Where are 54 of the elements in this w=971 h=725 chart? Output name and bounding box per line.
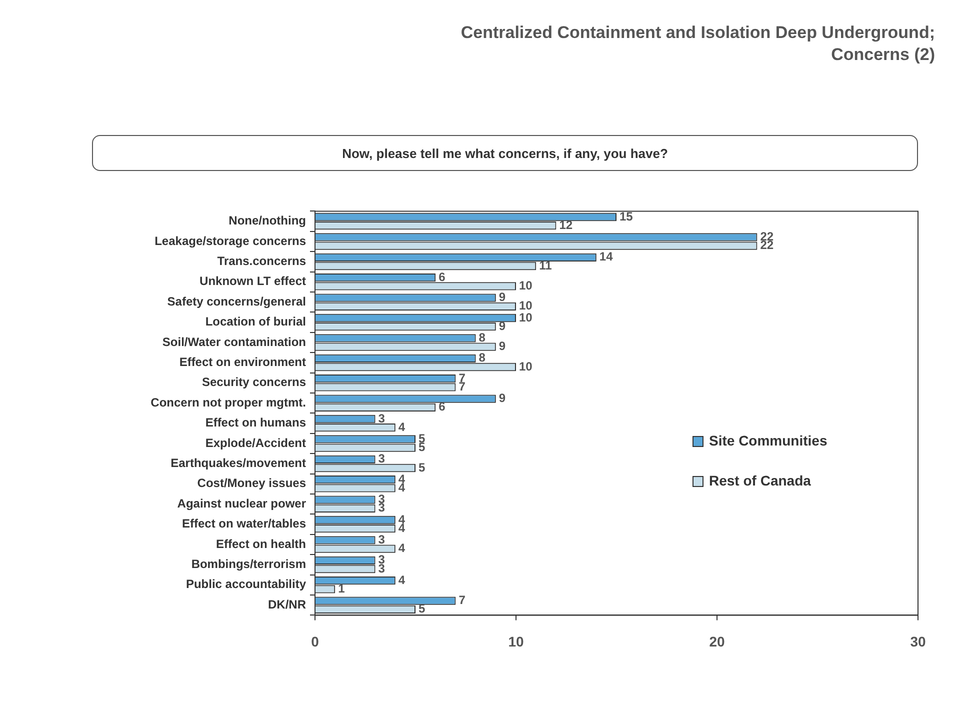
x-tick-label: 20 [709, 633, 725, 650]
data-label: 9 [498, 318, 506, 333]
data-label: 10 [519, 298, 533, 313]
data-label: 6 [438, 270, 446, 284]
data-label: 1 [338, 582, 346, 596]
data-label: 11 [539, 258, 552, 272]
y-tick-label: Bombings/terrorism [191, 557, 306, 572]
y-tick-label: Location of burial [205, 314, 306, 329]
data-label: 7 [458, 593, 466, 608]
y-tick-label: None/nothing [228, 214, 306, 228]
data-label: 8 [478, 350, 486, 365]
y-tick-label: Earthquakes/movement [170, 456, 306, 470]
y-tick-label: Trans.concerns [217, 254, 306, 268]
x-tick-label: 30 [910, 633, 926, 650]
y-tick-label: Effect on environment [179, 355, 306, 370]
data-label: 5 [418, 460, 426, 474]
y-tick-label: Soil/Water contamination [162, 334, 306, 349]
x-tick-label: 10 [508, 633, 524, 650]
data-label: 4 [398, 420, 406, 434]
data-label: 5 [418, 602, 426, 616]
legend-label: Rest of Canada [709, 472, 812, 488]
legend-label: Site Communities [709, 432, 828, 448]
data-label: 10 [519, 278, 533, 293]
y-tick-label: Effect on water/tables [182, 516, 306, 531]
y-tick-label: Leakage/storage concerns [154, 234, 306, 248]
chart-title: Centralized Containment and Isolation Deep Underground; Concerns (2) [460, 22, 935, 66]
y-tick-label: Unknown LT effect [200, 274, 306, 288]
data-label: 3 [378, 452, 386, 466]
y-tick-label: Against nuclear power [177, 496, 306, 510]
chart-subtitle: Now, please tell me what concerns, if any, you have? [92, 135, 918, 171]
data-label: 12 [559, 218, 573, 232]
data-label: 3 [378, 411, 386, 426]
y-tick-label: Cost/Money issues [197, 476, 306, 490]
y-tick-label: Concern not proper mgtmt. [150, 395, 306, 410]
data-label: 14 [599, 250, 614, 264]
data-label: 4 [398, 572, 406, 587]
y-tick-label: Effect on health [216, 536, 306, 551]
data-label: 9 [498, 290, 506, 304]
data-label: 6 [438, 400, 446, 414]
data-label: 10 [519, 310, 533, 324]
y-tick-label: Explode/Accident [205, 436, 306, 450]
y-tick-label: Public accountability [186, 577, 306, 592]
data-label: 9 [498, 339, 506, 354]
data-label: 4 [398, 541, 406, 556]
x-tick-label: 0 [311, 633, 320, 650]
y-tick-label: Security concerns [202, 375, 306, 390]
data-label: 8 [478, 330, 486, 345]
data-label: 15 [620, 209, 634, 224]
data-label: 10 [519, 359, 533, 374]
y-tick-label: Safety concerns/general [167, 294, 306, 308]
data-label: 3 [378, 532, 386, 547]
y-tick-label: DK/NR [268, 597, 306, 612]
data-label: 9 [498, 391, 506, 406]
y-tick-label: Effect on humans [205, 416, 306, 430]
